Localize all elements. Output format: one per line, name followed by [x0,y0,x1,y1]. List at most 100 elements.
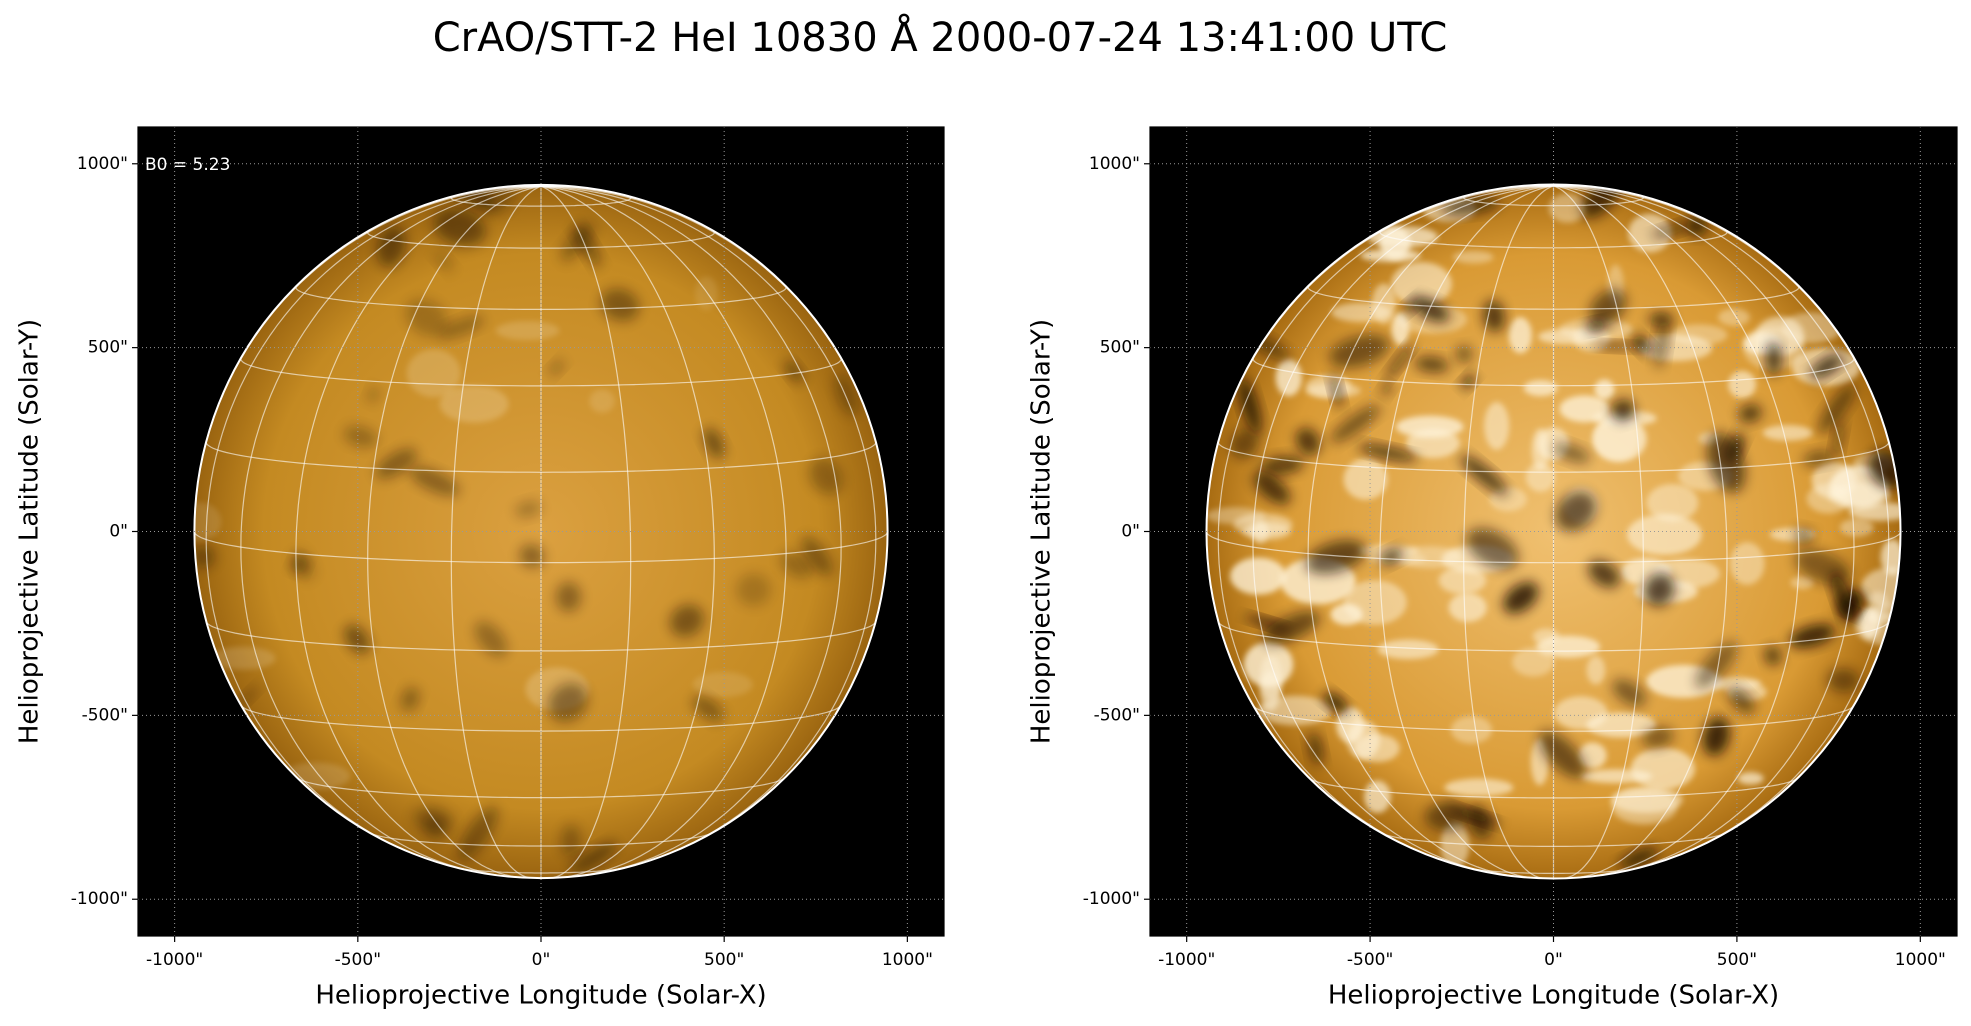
y-tick-label: 500" [88,338,128,358]
dark-filament [1632,335,1652,354]
y-tick-label: -1000" [71,889,128,909]
bright-patch [1628,213,1672,253]
bright-patch [1536,635,1601,658]
dark-filament [1695,641,1738,689]
bright-patch [1762,425,1813,441]
bright-patch [1377,639,1439,660]
dark-filament [1553,443,1590,463]
dark-filament [1789,624,1835,648]
bright-patch [1578,742,1607,769]
y-tick-label: -500" [1094,705,1140,725]
dark-filament [1642,726,1674,749]
heliographic-grid [1206,184,1901,879]
axes-frame [137,126,945,937]
bright-patch [1336,707,1365,744]
bright-patch [1440,821,1470,869]
dark-filament [1817,384,1856,435]
dark-filament [1766,341,1782,376]
grid-curve [1252,185,1554,874]
x-tick-label: 0" [1544,950,1563,970]
grid-curve [205,442,877,473]
y-tick-label: 0" [1121,522,1140,542]
x-axis-label: Helioprojective Longitude (Solar-X) [315,981,766,1011]
dark-filament [366,386,380,404]
bright-patch [1594,379,1615,400]
dark-filament [1308,732,1324,766]
dark-filament [1380,382,1393,396]
bright-patch [1452,250,1494,264]
grid-curve [205,185,542,860]
dark-filament [1827,668,1860,693]
bright-patch [1626,514,1702,555]
grid-curve [240,185,542,873]
dark-filament [1611,399,1635,422]
grid-curve [1252,357,1855,387]
dark-filament [1654,316,1670,369]
grid-curve [1553,185,1644,879]
dark-filament [1555,491,1597,532]
bright-patch [1508,317,1532,354]
x-tick-label: -500" [1347,950,1393,970]
dark-filament [1585,319,1607,332]
dark-filament [1323,692,1348,714]
dark-filament [555,581,582,612]
grid-curve [295,185,542,877]
grid-curve [540,185,877,860]
grid-curve [1468,867,1639,874]
bright-patch [1484,402,1510,450]
grid-curve [367,185,542,879]
dark-filament [1803,450,1834,467]
bright-patch [1611,788,1678,825]
bright-patch [1728,370,1757,399]
dark-filament [343,425,378,448]
bright-patch [1512,647,1555,677]
dark-filament [1295,427,1321,456]
grid-curve [1553,185,1728,879]
dark-filament [1230,429,1259,459]
dark-filament [405,298,449,337]
bright-patch [1867,591,1889,614]
bright-patch [1839,518,1874,537]
bright-patch [1866,610,1892,623]
dark-filament [515,500,542,518]
dark-filament [736,573,771,607]
image-panel: -1000" -500" 0" 500" 1000" -1000" -500" 0" 500" 1… [15,126,945,1011]
bright-patch [1523,380,1558,397]
bright-patch [1448,593,1487,622]
bright-patch [1230,557,1287,595]
bright-patch [1395,415,1464,438]
bright-patch [1729,542,1765,585]
dark-filament [376,226,406,268]
bright-patch [589,389,615,413]
dark-filament [433,208,486,246]
x-tick-label: -1000" [1158,950,1215,970]
dark-filament [1503,582,1539,614]
dark-filament [1644,573,1675,607]
dark-filament [1425,801,1470,832]
x-tick-label: 500" [1717,950,1757,970]
dark-filament [438,316,485,339]
annotation: B0 = 5.23 [145,155,230,175]
bright-patch [1790,576,1814,589]
bright-patch [1364,780,1391,814]
grid-curve [1309,777,1798,799]
dark-filament [400,687,420,712]
grid-curve [540,185,632,879]
dark-filament [548,683,588,722]
grid-curve [540,185,787,877]
grid-curve [1217,441,1890,473]
dark-filament [519,544,545,568]
dark-filament [1810,354,1843,379]
axes-frame [1149,126,1958,937]
grid-curve [205,621,877,652]
bright-patch [1559,395,1610,423]
dark-filament [1738,404,1762,423]
grid-curve [295,285,787,310]
dark-filament [703,428,725,459]
bright-patch [495,321,560,340]
figure-title: CrAO/STT-2 HeI 10830 Å 2000-07-24 13:41:… [433,13,1448,61]
dark-filament [1794,527,1814,545]
dark-filament [1238,377,1262,435]
dark-filament [1764,646,1782,666]
